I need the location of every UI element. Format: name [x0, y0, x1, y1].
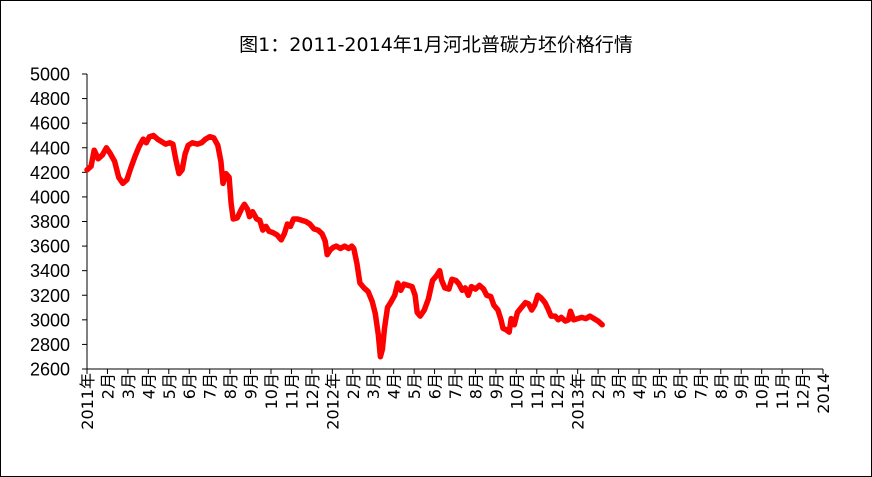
x-tick-label: 9月 — [732, 373, 751, 399]
y-tick-labels: 2600 2800 3000 3200 3400 3600 3800 4000 4200 4400… — [30, 65, 70, 380]
x-tick-label: 3月 — [364, 373, 383, 399]
x-tick-label: 2011年 — [78, 373, 97, 430]
x-tick-label: 10月 — [507, 373, 526, 409]
x-tick-label: 2012年 — [323, 373, 342, 430]
x-tick-label: 6月 — [426, 373, 445, 399]
x-tick-label: 4月 — [385, 373, 404, 399]
x-tick-label: 11月 — [773, 373, 792, 409]
x-tick-label: 2月 — [344, 373, 363, 399]
x-tick-label: 9月 — [487, 373, 506, 399]
y-tick-label: 2800 — [30, 335, 70, 355]
y-tick-label: 3000 — [30, 310, 70, 330]
y-tick-label: 3400 — [30, 261, 70, 281]
x-tick-label: 6月 — [671, 373, 690, 399]
x-tick-label: 4月 — [139, 373, 158, 399]
y-tick-label: 4600 — [30, 114, 70, 134]
x-tick-label: 8月 — [466, 373, 485, 399]
y-tick-label: 2600 — [30, 360, 70, 380]
x-tick-label: 8月 — [712, 373, 731, 399]
y-tick-label: 3800 — [30, 212, 70, 232]
x-tick-label: 11月 — [528, 373, 547, 409]
x-tick-label: 6月 — [180, 373, 199, 399]
x-tick-labels: 2011年 2月 3月 4月 5月 6月 7月 8月 9月 10月 11月 12月 2012年 2月 3月 4… — [78, 373, 833, 430]
y-tick-label: 3600 — [30, 237, 70, 257]
x-tick-label: 5月 — [405, 373, 424, 399]
x-tick-label: 3月 — [610, 373, 629, 399]
y-tick-label: 3200 — [30, 286, 70, 306]
y-tick-label: 5000 — [30, 65, 70, 85]
x-tick-label: 2月 — [98, 373, 117, 399]
axes — [82, 73, 824, 374]
y-tick-label: 4200 — [30, 163, 70, 183]
series-line — [84, 132, 605, 360]
chart-title: 图1：2011-2014年1月河北普碳方坯价格行情 — [239, 34, 633, 56]
x-tick-label: 5月 — [160, 373, 179, 399]
x-tick-label: 2014 — [814, 373, 833, 414]
x-tick-label: 9月 — [242, 373, 261, 399]
x-tick-label: 7月 — [201, 373, 220, 399]
x-tick-label: 2013年 — [569, 373, 588, 430]
x-tick-label: 7月 — [446, 373, 465, 399]
y-tick-label: 4000 — [30, 187, 70, 207]
x-tick-label: 7月 — [691, 373, 710, 399]
x-tick-label: 2月 — [589, 373, 608, 399]
x-tick-label: 8月 — [221, 373, 240, 399]
x-tick-label: 5月 — [650, 373, 669, 399]
x-tick-label: 12月 — [548, 373, 567, 409]
x-tick-label: 4月 — [630, 373, 649, 399]
y-tick-label: 4400 — [30, 138, 70, 158]
x-tick-label: 12月 — [794, 373, 813, 409]
y-tick-label: 4800 — [30, 89, 70, 109]
x-tick-label: 10月 — [262, 373, 281, 409]
x-tick-label: 10月 — [753, 373, 772, 409]
x-tick-label: 3月 — [119, 373, 138, 399]
x-tick-label: 11月 — [282, 373, 301, 409]
x-tick-label: 12月 — [303, 373, 322, 409]
